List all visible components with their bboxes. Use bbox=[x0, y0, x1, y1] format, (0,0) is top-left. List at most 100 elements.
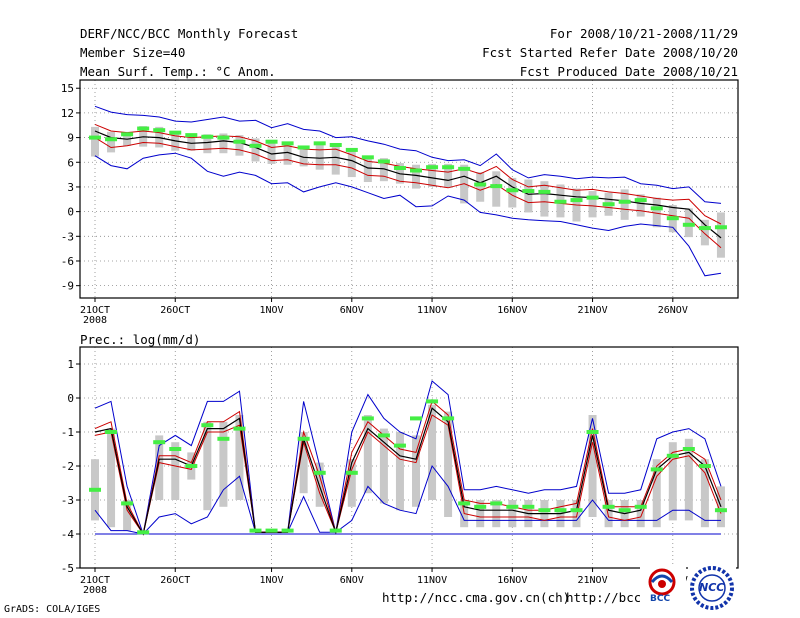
header-left: DERF/NCC/BCC Monthly Forecast Member Size… bbox=[80, 24, 298, 81]
spread-bar bbox=[620, 189, 629, 220]
spread-bar bbox=[379, 158, 388, 182]
spread-bar bbox=[444, 163, 453, 188]
y-tick-label: 6 bbox=[67, 156, 74, 169]
spread-bar bbox=[700, 219, 709, 246]
x-tick-label: 16NOV bbox=[497, 575, 527, 586]
observed-mark bbox=[201, 423, 214, 428]
x-tick-label: 6NOV bbox=[340, 575, 364, 586]
spread-bar bbox=[636, 500, 645, 528]
spread-bar bbox=[203, 421, 212, 511]
observed-mark bbox=[458, 501, 471, 506]
spread-bar bbox=[412, 435, 420, 507]
series-min-line bbox=[94, 464, 721, 535]
spread-bar bbox=[171, 442, 180, 500]
spread-bar bbox=[235, 135, 244, 156]
observed-mark bbox=[377, 433, 390, 438]
observed-mark bbox=[506, 188, 519, 193]
y-tick-label: -4 bbox=[61, 528, 75, 541]
observed-mark bbox=[554, 508, 567, 513]
observed-mark bbox=[474, 182, 487, 187]
y-tick-label: -6 bbox=[61, 255, 74, 268]
spread-bar bbox=[395, 432, 404, 511]
x-tick-label: 1NOV bbox=[260, 305, 284, 316]
observed-mark bbox=[217, 436, 230, 441]
observed-mark bbox=[313, 470, 326, 475]
spread-bar bbox=[652, 459, 661, 528]
y-tick-label: 12 bbox=[61, 107, 74, 120]
y-tick-label: -3 bbox=[61, 494, 74, 507]
bcc-url[interactable]: http://bcc.c bbox=[566, 590, 657, 605]
x-tick-label: 11NOV bbox=[417, 575, 447, 586]
observed-mark bbox=[345, 147, 358, 152]
plot-frame bbox=[79, 346, 739, 569]
series-upper-line bbox=[94, 400, 722, 536]
spread-bar bbox=[107, 131, 116, 153]
spread-bar bbox=[219, 133, 228, 154]
observed-mark bbox=[714, 225, 727, 230]
spread-bar bbox=[299, 145, 308, 167]
y-tick-label: 3 bbox=[67, 181, 74, 194]
x-tick-label: 26OCT bbox=[160, 305, 190, 316]
observed-mark bbox=[185, 133, 198, 138]
observed-mark bbox=[426, 165, 439, 170]
observed-mark bbox=[410, 168, 422, 173]
observed-mark bbox=[233, 426, 246, 431]
x-tick-label: 21NOV bbox=[577, 305, 607, 316]
observed-mark bbox=[201, 134, 214, 139]
observed-mark bbox=[233, 139, 246, 144]
observed-mark bbox=[329, 528, 342, 533]
observed-mark bbox=[345, 470, 358, 475]
observed-mark bbox=[281, 528, 294, 533]
spread-bar bbox=[572, 500, 581, 528]
forecast-period: For 2008/10/21-2008/11/29 bbox=[549, 26, 738, 41]
y-tick-label: -9 bbox=[61, 280, 74, 293]
observed-mark bbox=[570, 198, 583, 203]
spread-bar bbox=[684, 438, 693, 521]
y-tick-label: -3 bbox=[61, 230, 74, 243]
observed-mark bbox=[89, 487, 101, 492]
observed-mark bbox=[217, 135, 230, 140]
y-tick-label: 0 bbox=[67, 392, 74, 405]
plot-frame bbox=[79, 79, 739, 299]
ncc-url[interactable]: http://ncc.cma.gov.cn(ch) bbox=[382, 590, 571, 605]
y-tick-label: 9 bbox=[67, 132, 74, 145]
x-tick-label: 11NOV bbox=[417, 305, 447, 316]
observed-mark bbox=[393, 166, 406, 171]
series-max-line bbox=[94, 380, 722, 535]
series-min-line bbox=[94, 152, 722, 277]
series-mean-line bbox=[94, 407, 722, 536]
observed-mark bbox=[522, 504, 535, 509]
observed-mark bbox=[281, 141, 294, 146]
bcc-logo: BCC bbox=[640, 566, 686, 608]
spread-bar bbox=[668, 442, 677, 521]
observed-mark bbox=[442, 416, 455, 421]
bcc-logo-mark bbox=[648, 568, 676, 596]
observed-mark bbox=[329, 142, 342, 147]
observed-mark bbox=[506, 504, 519, 509]
observed-mark bbox=[698, 226, 711, 231]
observed-mark bbox=[682, 222, 695, 227]
observed-mark bbox=[185, 464, 198, 468]
grads-credit: GrADS: COLA/IGES bbox=[4, 604, 101, 615]
observed-mark bbox=[682, 447, 695, 451]
observed-mark bbox=[698, 464, 711, 468]
observed-mark bbox=[650, 467, 663, 472]
observed-mark bbox=[393, 443, 406, 448]
observed-mark bbox=[313, 141, 326, 146]
spread-bar bbox=[476, 500, 485, 528]
observed-mark bbox=[618, 508, 631, 513]
spread-bar bbox=[123, 500, 132, 531]
observed-mark bbox=[602, 202, 615, 207]
produced-date: Fcst Produced Date 2008/10/21 bbox=[519, 64, 738, 79]
observed-mark bbox=[618, 199, 631, 204]
spread-bar bbox=[428, 163, 437, 187]
chart-title: DERF/NCC/BCC Monthly Forecast bbox=[80, 26, 299, 41]
series-lower-line bbox=[94, 137, 722, 249]
x-tick-label: 6NOV bbox=[340, 305, 364, 316]
x-tick-label: 1NOV bbox=[260, 575, 284, 586]
observed-mark bbox=[554, 199, 567, 204]
x-tick-label: 21NOV bbox=[577, 575, 607, 586]
observed-mark bbox=[249, 143, 262, 148]
spread-bar bbox=[652, 197, 661, 228]
